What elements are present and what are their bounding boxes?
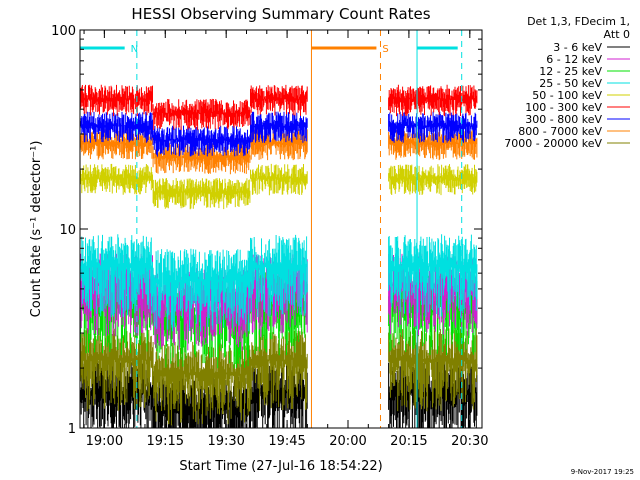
legend-entry: 800 - 7000 keV — [518, 125, 630, 138]
x-tick-label: 20:30 — [451, 434, 488, 449]
interval-label: N — [131, 44, 138, 55]
y-tick-label: 10 — [59, 223, 76, 238]
x-tick-label: 20:00 — [329, 434, 366, 449]
x-tick-label: 19:30 — [207, 434, 244, 449]
series-segment-1 — [388, 164, 478, 196]
y-tick-label: 1 — [68, 422, 76, 437]
legend-label: 7000 - 20000 keV — [504, 137, 602, 150]
series-segment-1 — [388, 327, 478, 412]
chart-title: HESSI Observing Summary Count Rates — [131, 5, 430, 23]
legend-entry: 25 - 50 keV — [539, 77, 630, 90]
legend-label: 25 - 50 keV — [539, 77, 602, 90]
legend-entry: 6 - 12 keV — [546, 53, 630, 66]
legend-label: 800 - 7000 keV — [518, 125, 602, 138]
legend-entry: 7000 - 20000 keV — [504, 137, 630, 150]
legend-entry: 50 - 100 keV — [532, 89, 630, 102]
x-axis-label: Start Time (27-Jul-16 18:54:22) — [179, 459, 382, 474]
series-segment-1 — [388, 84, 478, 117]
legend-label: 6 - 12 keV — [546, 53, 602, 66]
legend-entry: 300 - 800 keV — [525, 113, 630, 126]
legend-label: 300 - 800 keV — [525, 113, 602, 126]
data-layer — [79, 84, 478, 428]
x-tick-label: 19:00 — [86, 434, 123, 449]
legend-label: 12 - 25 keV — [539, 65, 602, 78]
x-tick-label: 19:45 — [268, 434, 305, 449]
y-axis-label: Count Rate (s⁻¹ detector⁻¹) — [29, 141, 44, 318]
interval-label: S — [382, 44, 388, 55]
series-segment-1 — [388, 111, 478, 143]
series-7000-20000-kev — [79, 327, 478, 426]
series-100-300-kev — [79, 84, 478, 131]
legend-entry: 12 - 25 keV — [539, 65, 630, 78]
legend-entry: 100 - 300 keV — [525, 101, 630, 114]
legend-header-line-2: Att 0 — [604, 28, 630, 41]
axis-layer: 19:00 19:15 19:30 19:45 20:00 20:15 20:30 1 10 10… — [51, 24, 488, 449]
x-tick-label: 20:15 — [390, 434, 427, 449]
series-segment-1 — [388, 234, 478, 318]
legend-label: 100 - 300 keV — [525, 101, 602, 114]
legend-header-line-1: Det 1,3, FDecim 1, — [527, 15, 630, 28]
legend-label: 3 - 6 keV — [553, 41, 602, 54]
legend-entry: 3 - 6 keV — [553, 41, 630, 54]
footer-date: 9-Nov-2017 19:25 — [571, 468, 634, 476]
x-tick-label: 19:15 — [147, 434, 184, 449]
legend-label: 50 - 100 keV — [532, 89, 602, 102]
y-tick-label: 100 — [51, 24, 76, 39]
